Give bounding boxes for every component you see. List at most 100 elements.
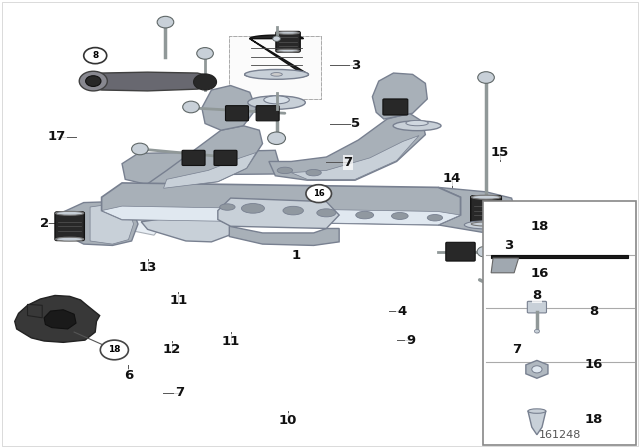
Ellipse shape <box>277 167 292 174</box>
FancyBboxPatch shape <box>276 31 300 52</box>
Text: 14: 14 <box>442 172 461 185</box>
Circle shape <box>182 101 199 113</box>
Polygon shape <box>244 35 308 78</box>
Circle shape <box>516 296 532 307</box>
Text: 1: 1 <box>292 249 301 262</box>
Ellipse shape <box>406 121 428 126</box>
Circle shape <box>132 143 148 155</box>
FancyBboxPatch shape <box>527 302 547 313</box>
Text: 8: 8 <box>92 51 99 60</box>
Circle shape <box>157 16 173 28</box>
Polygon shape <box>122 151 278 185</box>
FancyBboxPatch shape <box>470 196 501 225</box>
Ellipse shape <box>241 203 264 213</box>
Ellipse shape <box>393 121 441 131</box>
Circle shape <box>193 74 216 90</box>
Text: 16: 16 <box>313 189 324 198</box>
Circle shape <box>532 366 542 373</box>
Text: 16: 16 <box>584 358 603 371</box>
Text: 8: 8 <box>589 305 598 318</box>
Polygon shape <box>44 310 76 329</box>
Circle shape <box>306 185 332 202</box>
Text: 7: 7 <box>344 156 353 169</box>
Ellipse shape <box>220 204 235 210</box>
Ellipse shape <box>248 96 305 109</box>
Circle shape <box>268 132 285 145</box>
Ellipse shape <box>277 31 300 34</box>
Text: 6: 6 <box>124 369 133 382</box>
FancyBboxPatch shape <box>182 151 205 165</box>
Text: 5: 5 <box>351 117 360 130</box>
Circle shape <box>86 76 101 86</box>
Text: 13: 13 <box>138 261 157 274</box>
FancyBboxPatch shape <box>55 212 84 241</box>
Polygon shape <box>141 219 232 242</box>
Ellipse shape <box>277 49 300 52</box>
Polygon shape <box>202 86 256 130</box>
FancyBboxPatch shape <box>446 242 475 261</box>
Polygon shape <box>491 258 518 273</box>
FancyBboxPatch shape <box>256 106 279 121</box>
Circle shape <box>79 71 108 91</box>
Polygon shape <box>15 296 100 342</box>
Ellipse shape <box>283 207 303 215</box>
Ellipse shape <box>465 221 508 229</box>
FancyBboxPatch shape <box>214 151 237 165</box>
Text: 16: 16 <box>531 267 549 280</box>
FancyBboxPatch shape <box>225 106 248 121</box>
Text: 11: 11 <box>221 335 240 348</box>
Text: 7: 7 <box>175 386 184 399</box>
Polygon shape <box>90 204 134 244</box>
Ellipse shape <box>471 222 500 226</box>
Polygon shape <box>491 255 628 258</box>
Polygon shape <box>526 360 548 378</box>
Ellipse shape <box>356 211 374 219</box>
Ellipse shape <box>244 69 308 79</box>
Polygon shape <box>218 198 339 228</box>
Text: 161248: 161248 <box>539 430 581 440</box>
Polygon shape <box>291 136 419 179</box>
Circle shape <box>273 36 280 41</box>
Text: 17: 17 <box>48 130 66 143</box>
Circle shape <box>100 340 129 360</box>
Text: 3: 3 <box>504 239 513 252</box>
Polygon shape <box>164 152 256 188</box>
Polygon shape <box>85 72 212 91</box>
Ellipse shape <box>271 73 282 76</box>
Text: 11: 11 <box>169 294 188 307</box>
Circle shape <box>534 329 540 333</box>
Text: 18: 18 <box>584 413 603 426</box>
Ellipse shape <box>528 409 546 414</box>
Circle shape <box>84 47 107 64</box>
Text: 8: 8 <box>532 289 541 302</box>
Circle shape <box>477 246 492 257</box>
Polygon shape <box>148 126 262 189</box>
Text: 10: 10 <box>279 414 297 427</box>
FancyBboxPatch shape <box>383 99 408 115</box>
Polygon shape <box>528 411 546 435</box>
Polygon shape <box>125 213 164 235</box>
Ellipse shape <box>428 215 443 221</box>
Polygon shape <box>102 183 461 225</box>
Ellipse shape <box>56 237 84 241</box>
Polygon shape <box>229 36 321 99</box>
Ellipse shape <box>317 209 336 217</box>
Text: 9: 9 <box>406 334 415 347</box>
Polygon shape <box>229 226 339 246</box>
Polygon shape <box>61 202 138 246</box>
Ellipse shape <box>306 169 321 176</box>
Polygon shape <box>102 206 461 225</box>
Text: 4: 4 <box>397 305 406 318</box>
Text: 3: 3 <box>351 59 360 72</box>
Text: 12: 12 <box>163 344 181 357</box>
Ellipse shape <box>471 195 500 199</box>
Text: 7: 7 <box>512 344 521 357</box>
Polygon shape <box>269 113 426 180</box>
Ellipse shape <box>264 96 289 104</box>
Text: 18: 18 <box>108 345 120 354</box>
Text: 2: 2 <box>40 216 49 230</box>
Polygon shape <box>28 304 42 318</box>
Text: 15: 15 <box>491 146 509 159</box>
Text: 18: 18 <box>531 220 549 233</box>
Circle shape <box>196 47 213 59</box>
